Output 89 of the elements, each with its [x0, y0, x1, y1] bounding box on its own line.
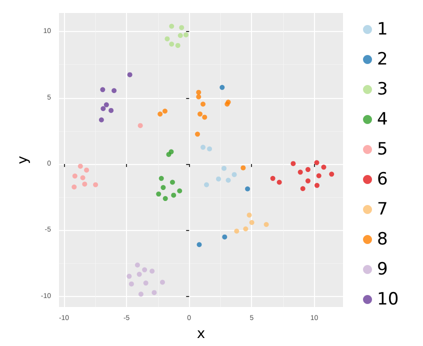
point — [196, 90, 202, 95]
y-axis-title: y — [15, 156, 31, 164]
point — [152, 290, 157, 296]
point — [164, 36, 170, 42]
point — [204, 182, 210, 188]
point — [93, 182, 98, 188]
point — [222, 166, 227, 171]
point — [222, 234, 228, 240]
point — [126, 274, 132, 279]
point — [156, 192, 162, 197]
legend-label: 2 — [377, 50, 388, 70]
point — [138, 123, 143, 128]
point — [169, 42, 174, 47]
point — [162, 108, 168, 114]
point — [150, 268, 155, 274]
point — [264, 222, 269, 227]
point — [178, 33, 183, 38]
point — [220, 84, 225, 90]
legend-label: 9 — [377, 260, 388, 280]
point — [216, 176, 222, 182]
point — [175, 42, 180, 48]
point — [232, 172, 237, 178]
legend-label: 6 — [377, 170, 388, 190]
point — [112, 88, 117, 94]
point — [78, 164, 83, 169]
point — [298, 170, 303, 175]
point — [207, 146, 212, 152]
point — [316, 173, 322, 178]
point — [80, 175, 86, 180]
legend-label: 10 — [377, 290, 399, 310]
point — [162, 196, 168, 202]
point — [168, 149, 174, 154]
point — [100, 87, 106, 92]
point — [243, 226, 248, 232]
point — [249, 220, 254, 226]
point — [198, 112, 203, 117]
point — [305, 178, 310, 184]
point — [143, 280, 148, 286]
point — [290, 161, 296, 166]
point — [134, 262, 140, 268]
point — [179, 25, 184, 30]
point — [196, 94, 202, 100]
point — [100, 106, 106, 112]
point — [245, 186, 250, 192]
point — [84, 168, 90, 173]
point — [196, 242, 202, 248]
point — [195, 132, 200, 137]
legend-label: 4 — [377, 110, 388, 130]
point — [300, 186, 306, 192]
point — [98, 117, 104, 122]
point — [184, 32, 188, 38]
point — [158, 112, 163, 117]
point — [240, 165, 246, 170]
point — [72, 184, 77, 190]
point — [202, 114, 208, 120]
point — [104, 102, 109, 108]
point — [177, 188, 182, 194]
point — [226, 178, 231, 183]
point — [314, 160, 320, 166]
x-axis-title: x — [196, 326, 206, 342]
point — [160, 185, 166, 190]
point — [72, 174, 78, 179]
point — [171, 192, 176, 198]
point — [108, 108, 114, 113]
point — [234, 228, 240, 234]
point — [200, 102, 206, 107]
legend-label: 1 — [377, 20, 388, 40]
legend-label: 8 — [377, 230, 388, 250]
point — [321, 164, 326, 170]
point — [200, 144, 206, 150]
legend-label: 7 — [377, 200, 388, 220]
point — [170, 180, 175, 185]
point — [305, 167, 310, 172]
point — [276, 180, 282, 185]
point — [329, 172, 334, 177]
point — [128, 281, 134, 286]
point — [169, 24, 174, 29]
point — [246, 212, 252, 218]
point — [158, 176, 164, 181]
point — [136, 272, 142, 277]
point — [270, 176, 276, 181]
point — [314, 182, 320, 188]
point — [160, 280, 165, 285]
legend-label: 3 — [377, 80, 388, 100]
point — [127, 72, 132, 78]
legend-label: 5 — [377, 140, 388, 160]
point — [138, 292, 144, 297]
point — [82, 182, 88, 187]
point — [142, 267, 148, 272]
